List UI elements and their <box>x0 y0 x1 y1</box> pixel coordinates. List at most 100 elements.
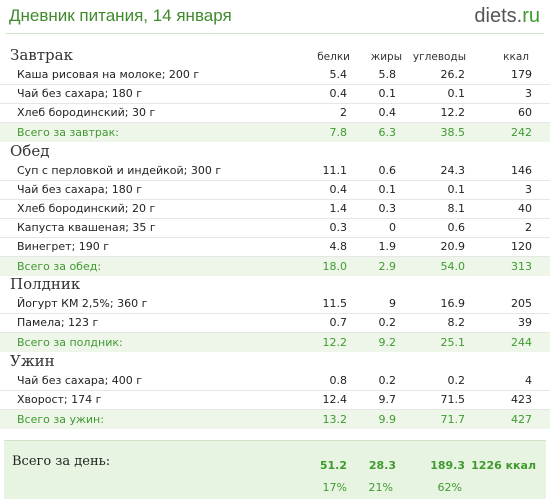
col-kcal-header: ккал <box>503 51 529 63</box>
fat-value: 1.9 <box>378 240 397 253</box>
kcal-value: 4 <box>525 374 532 387</box>
total-carbs: 25.1 <box>440 336 466 349</box>
carbs-value: 0.6 <box>447 221 466 234</box>
food-row[interactable]: Каша рисовая на молоке; 200 г 5.4 5.8 26… <box>0 66 550 85</box>
meal-total-row: Всего за ужин: 13.2 9.9 71.7 427 <box>0 410 550 429</box>
food-row[interactable]: Хворост; 174 г 12.4 9.7 71.5 423 <box>0 391 550 410</box>
fat-value: 9 <box>389 297 396 310</box>
protein-value: 0.4 <box>329 87 348 100</box>
total-fat: 9.9 <box>378 413 397 426</box>
col-protein-header: белки <box>317 51 350 63</box>
protein-value: 2 <box>340 106 347 119</box>
meal-dinner: Ужин Чай без сахара; 400 г 0.8 0.2 0.2 4… <box>0 350 550 429</box>
total-label: Всего за обед: <box>17 260 102 273</box>
day-kcal: 1226 ккал <box>471 459 536 472</box>
kcal-value: 146 <box>511 164 532 177</box>
logo-tld: ru <box>522 5 540 27</box>
protein-value: 11.1 <box>322 164 348 177</box>
protein-value: 0.7 <box>329 316 348 329</box>
carbs-value: 26.2 <box>440 68 466 81</box>
fat-value: 0.4 <box>378 106 397 119</box>
total-protein: 12.2 <box>322 336 348 349</box>
day-fat: 28.3 <box>368 459 396 472</box>
food-name: Хворост; 174 г <box>17 393 102 406</box>
food-name: Капуста квашеная; 35 г <box>17 221 156 234</box>
meal-title: Ужин <box>10 352 55 370</box>
food-row[interactable]: Чай без сахара; 180 г 0.4 0.1 0.1 3 <box>0 181 550 200</box>
total-carbs: 54.0 <box>440 260 466 273</box>
logo-main-text: diets <box>474 5 517 27</box>
day-total-label: Всего за день: <box>12 454 111 469</box>
carbs-value: 71.5 <box>440 393 466 406</box>
protein-value: 5.4 <box>329 68 348 81</box>
food-row[interactable]: Капуста квашеная; 35 г 0.3 0 0.6 2 <box>0 219 550 238</box>
food-row[interactable]: Йогурт КМ 2,5%; 360 г 11.5 9 16.9 205 <box>0 295 550 314</box>
day-total-panel: Всего за день: 51.2 28.3 189.3 1226 ккал… <box>4 440 546 499</box>
kcal-value: 3 <box>525 183 532 196</box>
header-divider <box>6 33 544 34</box>
total-fat: 9.2 <box>378 336 397 349</box>
food-row[interactable]: Хлеб бородинский; 20 г 1.4 0.3 8.1 40 <box>0 200 550 219</box>
protein-value: 0.8 <box>329 374 348 387</box>
total-carbs: 71.7 <box>440 413 466 426</box>
food-row[interactable]: Винегрет; 190 г 4.8 1.9 20.9 120 <box>0 238 550 257</box>
total-label: Всего за ужин: <box>17 413 104 426</box>
carbs-value: 8.2 <box>447 316 466 329</box>
total-kcal: 427 <box>511 413 532 426</box>
fat-value: 0.3 <box>378 202 397 215</box>
total-protein: 7.8 <box>329 126 348 139</box>
total-carbs: 38.5 <box>440 126 466 139</box>
kcal-value: 2 <box>525 221 532 234</box>
fat-value: 5.8 <box>378 68 397 81</box>
col-fat-header: жиры <box>370 51 402 63</box>
carbs-value: 20.9 <box>440 240 466 253</box>
food-row[interactable]: Чай без сахара; 400 г 0.8 0.2 0.2 4 <box>0 372 550 391</box>
food-name: Хлеб бородинский; 30 г <box>17 106 156 119</box>
protein-value: 4.8 <box>329 240 348 253</box>
fat-value: 0 <box>389 221 396 234</box>
protein-value: 0.4 <box>329 183 348 196</box>
food-row[interactable]: Чай без сахара; 180 г 0.4 0.1 0.1 3 <box>0 85 550 104</box>
meal-lunch: Обед Суп с перловкой и индейкой; 300 г 1… <box>0 140 550 276</box>
kcal-value: 179 <box>511 68 532 81</box>
food-name: Чай без сахара; 180 г <box>17 183 143 196</box>
carbs-value: 0.1 <box>447 87 466 100</box>
food-name: Памела; 123 г <box>17 316 99 329</box>
total-kcal: 242 <box>511 126 532 139</box>
meal-total-row: Всего за завтрак: 7.8 6.3 38.5 242 <box>0 123 550 142</box>
total-fat: 2.9 <box>378 260 397 273</box>
food-name: Хлеб бородинский; 20 г <box>17 202 156 215</box>
page-header: Дневник питания, 14 января diets.ru <box>0 0 550 34</box>
meal-snack: Полдник Йогурт КМ 2,5%; 360 г 11.5 9 16.… <box>0 273 550 352</box>
carbs-value: 12.2 <box>440 106 466 119</box>
meal-title: Полдник <box>10 275 81 293</box>
food-name: Винегрет; 190 г <box>17 240 110 253</box>
day-carbs-percent: 62% <box>437 481 462 494</box>
day-fat-percent: 21% <box>368 481 393 494</box>
fat-value: 0.6 <box>378 164 397 177</box>
protein-value: 12.4 <box>322 393 348 406</box>
col-carbs-header: углеводы <box>412 51 466 63</box>
food-row[interactable]: Памела; 123 г 0.7 0.2 8.2 39 <box>0 314 550 333</box>
logo-dot: . <box>516 5 523 27</box>
protein-value: 1.4 <box>329 202 348 215</box>
total-protein: 18.0 <box>322 260 348 273</box>
fat-value: 0.2 <box>378 374 397 387</box>
carbs-value: 0.1 <box>447 183 466 196</box>
food-row[interactable]: Суп с перловкой и индейкой; 300 г 11.1 0… <box>0 162 550 181</box>
kcal-value: 3 <box>525 87 532 100</box>
day-protein: 51.2 <box>319 459 347 472</box>
diets-logo[interactable]: diets.ru <box>474 5 540 28</box>
meal-total-row: Всего за обед: 18.0 2.9 54.0 313 <box>0 257 550 276</box>
carbs-value: 16.9 <box>440 297 466 310</box>
food-row[interactable]: Хлеб бородинский; 30 г 2 0.4 12.2 60 <box>0 104 550 123</box>
total-kcal: 313 <box>511 260 532 273</box>
carbs-value: 8.1 <box>447 202 466 215</box>
fat-value: 0.1 <box>378 87 397 100</box>
food-name: Чай без сахара; 180 г <box>17 87 143 100</box>
page-title: Дневник питания, 14 января <box>9 6 232 25</box>
food-name: Каша рисовая на молоке; 200 г <box>17 68 200 81</box>
kcal-value: 39 <box>518 316 532 329</box>
day-protein-percent: 17% <box>322 481 347 494</box>
